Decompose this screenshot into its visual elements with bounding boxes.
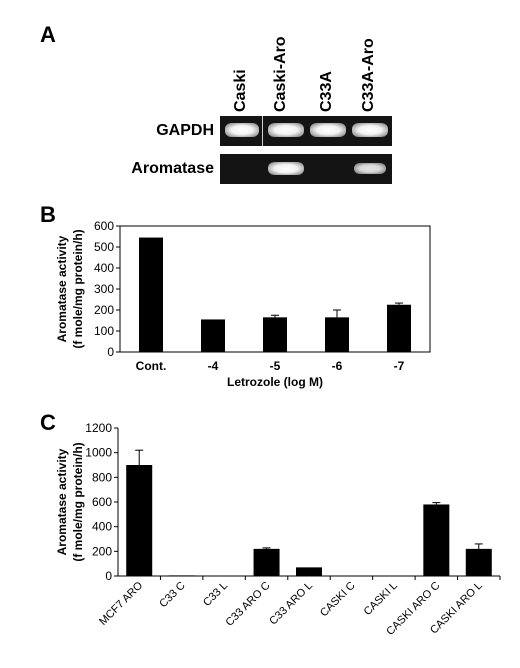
bar--5 bbox=[263, 317, 287, 352]
gel-row-label-aromatase: Aromatase bbox=[131, 160, 214, 177]
y-tick-label: 200 bbox=[94, 303, 114, 317]
gel-band-gapdh-c33a-aro bbox=[352, 123, 388, 137]
bar-C33 C bbox=[168, 575, 195, 576]
y-tick-label: 1200 bbox=[85, 421, 112, 435]
bar-C33 ARO C bbox=[253, 548, 280, 576]
x-tick-label: MCF7 ARO bbox=[97, 579, 146, 628]
y-tick-label: 300 bbox=[94, 282, 114, 296]
y-tick-label: 500 bbox=[94, 240, 114, 254]
y-tick-label: 0 bbox=[105, 569, 112, 583]
y-tick-label: 100 bbox=[94, 324, 114, 338]
y-tick-label: 600 bbox=[92, 495, 112, 509]
bar-CASKI ARO C bbox=[423, 504, 450, 576]
y-tick-label: 0 bbox=[107, 345, 114, 359]
x-tick-label: -4 bbox=[208, 359, 219, 373]
lane-label-caski-aro: Caski-Aro bbox=[272, 36, 289, 112]
gel-strip-gapdh bbox=[220, 116, 392, 146]
gel-row-label-gapdh: GAPDH bbox=[156, 122, 214, 139]
bar--4 bbox=[201, 319, 225, 352]
chart-b: 0 100 200 300 400 500 600 Cont. -4 -5 -6 -7 Letrozol… bbox=[55, 219, 431, 389]
gel-band-gapdh-caski-aro bbox=[268, 123, 304, 137]
gel-band-aromatase-caski-aro bbox=[268, 162, 304, 175]
panel-b-letter: B bbox=[40, 202, 56, 227]
gel-strip-aromatase bbox=[220, 154, 392, 184]
bar-Cont. bbox=[139, 237, 163, 352]
y-axis-label: Aromatase activity bbox=[55, 235, 69, 342]
x-tick-label: C33 ARO C bbox=[224, 580, 273, 629]
x-tick-label: CASKI C bbox=[318, 580, 358, 620]
y-tick-label: 200 bbox=[92, 544, 112, 558]
gel-band-gapdh-c33a bbox=[310, 123, 346, 137]
y-tick-label: 600 bbox=[94, 219, 114, 233]
bar--7 bbox=[387, 304, 411, 352]
lane-label-c33a: C33A bbox=[318, 71, 335, 112]
y-tick-label: 1000 bbox=[85, 446, 112, 460]
x-tick-label: C33 ARO L bbox=[267, 580, 315, 628]
panel-c-letter: C bbox=[40, 410, 56, 435]
y-axis-label-units: (f mole/mg protein/h) bbox=[71, 229, 85, 348]
x-tick-label: C33 C bbox=[157, 580, 188, 611]
y-tick-label: 800 bbox=[92, 470, 112, 484]
lane-label-caski: Caski bbox=[232, 69, 249, 112]
x-axis-label: Letrozole (log M) bbox=[227, 375, 323, 389]
gel-splice-line bbox=[262, 116, 263, 146]
bar--6 bbox=[325, 317, 349, 352]
bar-MCF7 ARO bbox=[126, 465, 153, 576]
panel-a-letter: A bbox=[40, 22, 56, 47]
bar-C33 ARO L bbox=[296, 567, 322, 576]
y-tick-label: 400 bbox=[92, 520, 112, 534]
x-tick-label: -6 bbox=[332, 359, 343, 373]
x-tick-label: -7 bbox=[394, 359, 405, 373]
x-tick-label: CASKI L bbox=[362, 580, 400, 618]
gel-band-aromatase-c33a-aro bbox=[354, 163, 386, 174]
y-axis-label-units: (f mole/mg protein/h) bbox=[71, 442, 85, 561]
bar-CASKI ARO L bbox=[465, 548, 492, 576]
y-axis-label: Aromatase activity bbox=[55, 448, 69, 555]
x-tick-label: Cont. bbox=[136, 359, 167, 373]
x-tick-label: C33 L bbox=[201, 580, 230, 609]
y-tick-label: 400 bbox=[94, 261, 114, 275]
x-tick-label: -5 bbox=[270, 359, 281, 373]
lane-label-c33a-aro: C33A-Aro bbox=[360, 38, 377, 112]
gel-band-gapdh-caski bbox=[225, 123, 259, 137]
